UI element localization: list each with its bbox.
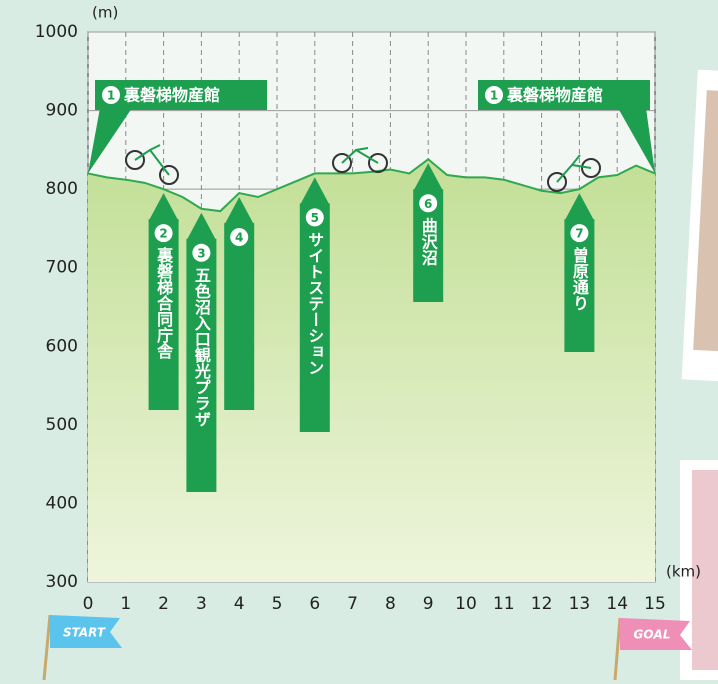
goal-label: GOAL bbox=[634, 628, 671, 642]
callout-pointer bbox=[148, 193, 179, 222]
landmark-label: 曽原通り bbox=[570, 246, 589, 311]
y-unit: (m) bbox=[92, 4, 118, 22]
x-tick-label: 4 bbox=[234, 594, 245, 614]
landmark-label: 裏磐梯物産館 bbox=[123, 86, 220, 105]
landmark-label: サイトステーション bbox=[305, 231, 324, 375]
callout-box bbox=[478, 80, 650, 110]
number-badge bbox=[102, 86, 120, 104]
x-tick-label: 15 bbox=[644, 594, 666, 614]
landmark-label: 曲沢沼 bbox=[419, 217, 438, 266]
elevation-line bbox=[87, 158, 656, 213]
y-tick-label: 700 bbox=[46, 258, 78, 278]
callout-pointer bbox=[618, 108, 655, 174]
number-badge bbox=[305, 208, 324, 227]
landmark-number: 7 bbox=[575, 227, 583, 241]
x-tick-label: 1 bbox=[120, 594, 131, 614]
y-tick-label: 500 bbox=[46, 415, 78, 435]
landmark-number: 5 bbox=[311, 211, 319, 225]
x-tick-label: 7 bbox=[347, 594, 358, 614]
x-tick-label: 5 bbox=[272, 594, 283, 614]
callout-pointer bbox=[413, 163, 444, 192]
number-badge bbox=[154, 224, 173, 243]
landmarks: 1 裏磐梯物産館 1 裏磐梯物産館 2 裏磐梯合同庁舎 3 五色沼入口観光プラザ 4 5 サイトステ… bbox=[88, 80, 655, 492]
landmark: 7 曽原通り bbox=[564, 193, 595, 352]
y-tick-label: 1000 bbox=[35, 22, 78, 42]
x-tick-label: 8 bbox=[385, 594, 396, 614]
number-badge bbox=[485, 86, 503, 104]
landmark-number: 1 bbox=[490, 89, 498, 103]
landmark: 4 bbox=[224, 197, 255, 410]
bicycles bbox=[125, 144, 601, 192]
landmark-number: 2 bbox=[159, 227, 167, 241]
landmark-number: 6 bbox=[424, 197, 432, 211]
x-tick-label: 9 bbox=[423, 594, 434, 614]
y-tick-label: 900 bbox=[46, 101, 78, 121]
number-badge bbox=[192, 243, 211, 262]
x-tick-label: 13 bbox=[569, 594, 591, 614]
landmark-label: 裏磐梯合同庁舎 bbox=[154, 246, 174, 360]
landmark-number: 4 bbox=[235, 231, 243, 245]
landmark: 1 裏磐梯物産館 bbox=[478, 80, 655, 174]
landmark-label: 裏磐梯物産館 bbox=[506, 86, 603, 105]
landmark: 1 裏磐梯物産館 bbox=[88, 80, 267, 174]
landmark: 5 サイトステーション bbox=[299, 177, 330, 432]
landmark: 3 五色沼入口観光プラザ bbox=[186, 212, 217, 492]
x-tick-label: 10 bbox=[455, 594, 477, 614]
x-tick-label: 14 bbox=[606, 594, 628, 614]
x-tick-label: 0 bbox=[83, 594, 94, 614]
callout-box bbox=[186, 238, 217, 492]
callout-box bbox=[299, 203, 330, 432]
x-tick-label: 11 bbox=[493, 594, 515, 614]
callout-pointer bbox=[186, 212, 217, 241]
number-badge bbox=[419, 194, 438, 213]
landmark: 2 裏磐梯合同庁舎 bbox=[148, 193, 179, 410]
landmark-label: 五色沼入口観光プラザ bbox=[192, 267, 212, 427]
y-tick-label: 300 bbox=[46, 572, 78, 592]
y-tick-label: 400 bbox=[46, 493, 78, 513]
goal-flag: GOAL bbox=[613, 617, 692, 681]
callout-box bbox=[148, 219, 179, 410]
start-label: START bbox=[63, 626, 106, 640]
y-tick-label: 600 bbox=[46, 336, 78, 356]
x-tick-label: 12 bbox=[531, 594, 553, 614]
callout-box bbox=[95, 80, 267, 110]
photos bbox=[680, 69, 718, 680]
callout-pointer bbox=[299, 177, 330, 206]
landmark-number: 1 bbox=[107, 89, 115, 103]
callout-pointer bbox=[564, 193, 595, 222]
landmark-number: 3 bbox=[197, 246, 205, 260]
x-tick-label: 3 bbox=[196, 594, 207, 614]
number-badge bbox=[570, 224, 589, 243]
callout-pointer bbox=[224, 197, 255, 226]
number-badge bbox=[230, 228, 249, 247]
x-tick-label: 6 bbox=[309, 594, 320, 614]
callout-box bbox=[224, 223, 255, 410]
start-flag: START bbox=[42, 614, 122, 681]
y-tick-label: 800 bbox=[46, 179, 78, 199]
callout-pointer bbox=[88, 108, 132, 174]
x-unit: (km) bbox=[666, 563, 701, 581]
x-tick-label: 2 bbox=[158, 594, 169, 614]
landmark: 6 曲沢沼 bbox=[413, 163, 444, 302]
